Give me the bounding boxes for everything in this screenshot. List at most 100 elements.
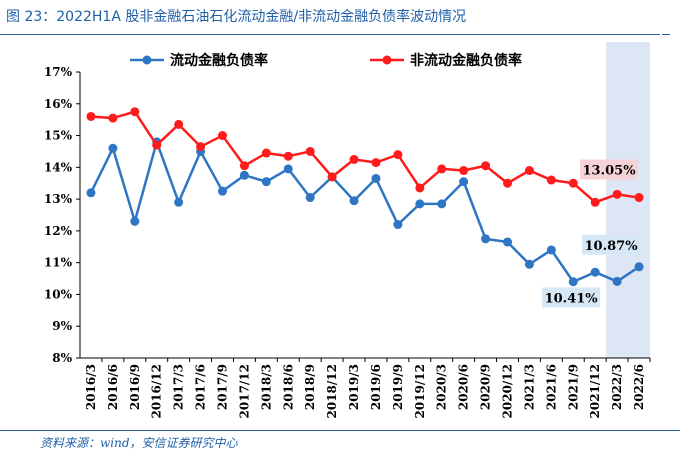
data-point [503, 237, 512, 247]
data-point [174, 197, 184, 207]
data-point [261, 148, 271, 158]
x-tick-label: 2018/9 [303, 364, 317, 410]
data-point [152, 140, 162, 150]
source-rule [0, 430, 680, 431]
y-tick-label: 11% [44, 256, 73, 270]
data-label-box [580, 159, 639, 180]
x-tick-label: 2019/6 [369, 364, 383, 410]
data-point [349, 154, 359, 164]
data-point [283, 151, 293, 161]
data-point [459, 166, 469, 176]
data-label-box [582, 234, 641, 255]
y-tick-label: 14% [44, 160, 73, 174]
data-point [546, 175, 556, 185]
y-tick-label: 9% [52, 319, 72, 333]
x-tick-label: 2019/9 [391, 364, 405, 410]
x-tick-label: 2020/3 [435, 364, 449, 410]
data-point [371, 158, 381, 168]
source-note: 资料来源：wind，安信证券研究中心 [40, 436, 238, 450]
data-point [108, 143, 118, 153]
x-tick-label: 2016/3 [84, 364, 98, 410]
data-point [590, 267, 600, 277]
title-rule [0, 34, 660, 35]
data-point [612, 189, 622, 199]
data-labels: 10.87% 10.41% 13.05% [542, 159, 641, 308]
x-tick-label: 2018/12 [325, 364, 339, 418]
data-point [305, 193, 315, 203]
data-point [196, 142, 206, 152]
data-point [524, 166, 534, 176]
chart-title: 图 23：2022H1A 股非金融石油石化流动金融/非流动金融负债率波动情况 [6, 9, 467, 25]
x-tick-label: 2021/3 [522, 364, 536, 410]
series-1 [86, 107, 644, 207]
data-point [86, 188, 96, 198]
x-tick-label: 2018/6 [281, 364, 295, 410]
series-line [89, 140, 640, 283]
data-point [239, 170, 249, 180]
data-point [437, 164, 447, 174]
x-tick-label: 2020/12 [501, 364, 515, 418]
data-label: 10.87% [585, 239, 639, 254]
data-point [634, 193, 644, 203]
data-label: 10.41% [545, 291, 599, 306]
highlight-band [606, 42, 650, 358]
data-point [218, 186, 227, 196]
data-point [393, 220, 403, 230]
y-tick-label: 13% [44, 192, 73, 206]
data-point [568, 277, 578, 287]
series-0 [86, 137, 644, 287]
y-tick-label: 10% [44, 287, 73, 301]
x-tick-label: 2020/9 [479, 364, 493, 410]
data-point [327, 172, 337, 182]
y-tick-label: 15% [44, 129, 73, 143]
x-tick-label: 2022/3 [610, 364, 624, 410]
x-tick-label: 2021/6 [544, 364, 558, 410]
legend-swatch-marker [382, 55, 392, 65]
data-point [305, 146, 315, 156]
data-label-box [542, 287, 601, 308]
data-point [415, 183, 425, 193]
y-tick-label: 17% [44, 65, 73, 79]
data-point [130, 216, 140, 226]
data-point [86, 111, 96, 121]
legend: 流动金融负债率 非流动金融负债率 [130, 52, 522, 69]
x-tick-label: 2018/3 [259, 364, 273, 410]
data-point [524, 259, 534, 269]
data-point [437, 199, 447, 209]
data-point [239, 161, 249, 171]
legend-label: 非流动金融负债率 [410, 52, 522, 69]
data-label: 13.05% [583, 164, 637, 179]
data-point [568, 178, 578, 188]
y-tick-label: 8% [52, 351, 72, 365]
y-tick-label: 12% [44, 224, 73, 238]
data-point [393, 150, 403, 160]
x-tick-label: 2017/3 [172, 364, 186, 410]
data-point [634, 262, 644, 272]
legend-swatch-marker [142, 55, 152, 65]
data-point [481, 161, 491, 171]
data-point [590, 197, 600, 207]
x-tick-label: 2016/9 [128, 364, 142, 410]
data-point [261, 177, 271, 187]
data-point [174, 119, 184, 129]
x-tick-label: 2017/12 [237, 364, 251, 418]
title-rule-end [662, 34, 670, 35]
data-point [503, 178, 512, 188]
legend-label: 流动金融负债率 [170, 52, 268, 69]
data-point [415, 199, 425, 209]
data-point [546, 245, 556, 255]
data-point [108, 113, 118, 123]
axes: 8% 9% 10% 11% 12% 13% 14% 15% 16% 17% 2016/3 2016/6… [44, 65, 651, 418]
x-tick-label: 2017/9 [216, 364, 230, 410]
data-point [283, 164, 293, 174]
x-tick-label: 2021/12 [588, 364, 602, 418]
x-tick-label: 2016/12 [150, 364, 164, 418]
x-tick-label: 2021/9 [566, 364, 580, 410]
x-tick-label: 2020/6 [457, 364, 471, 410]
data-point [459, 177, 469, 187]
y-tick-label: 16% [44, 97, 73, 111]
x-tick-label: 2019/3 [347, 364, 361, 410]
data-point [481, 234, 491, 244]
data-point [371, 173, 381, 183]
